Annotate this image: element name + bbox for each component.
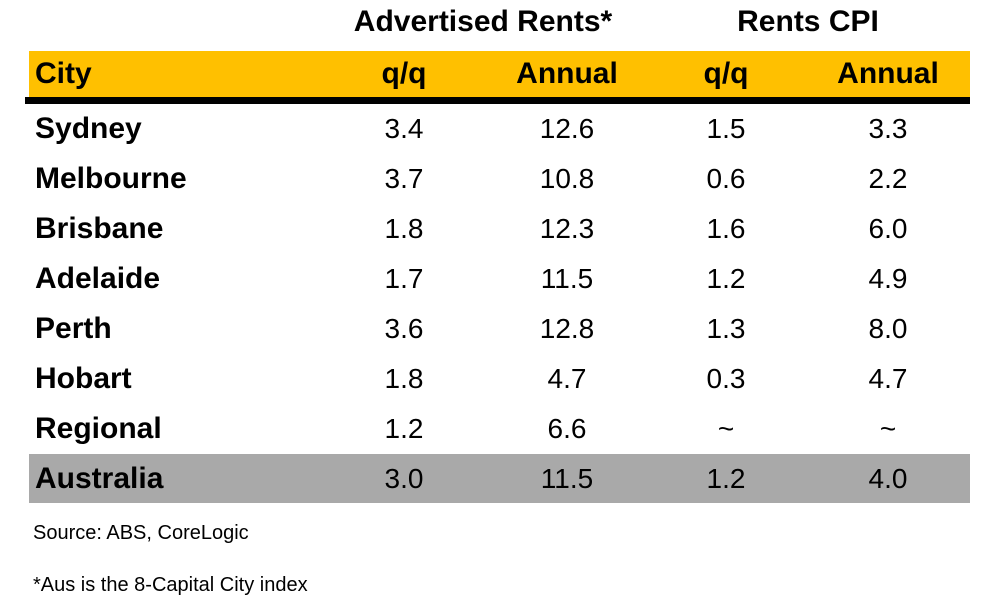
city-cell: Adelaide [35, 262, 161, 296]
cpi-qq-cell: 1.3 [706, 313, 746, 345]
table-row-sydney: Sydney 3.4 12.6 1.5 3.3 [29, 104, 970, 154]
adv-annual-cell: 4.7 [547, 363, 587, 395]
column-header-cpi-annual: Annual [837, 57, 939, 91]
column-header-adv-annual: Annual [516, 57, 618, 91]
city-cell: Australia [35, 461, 164, 495]
cpi-qq-cell: 1.6 [706, 213, 746, 245]
cpi-annual-cell: ~ [879, 413, 897, 445]
table-row-hobart: Hobart 1.8 4.7 0.3 4.7 [29, 354, 970, 404]
cpi-qq-cell: 0.6 [706, 163, 746, 195]
cpi-annual-cell: 8.0 [868, 313, 908, 345]
group-header-spacer [29, 22, 320, 30]
column-header-city: City [35, 57, 92, 91]
cpi-annual-cell: 4.9 [868, 263, 908, 295]
adv-annual-cell: 12.8 [539, 313, 595, 345]
source-footnote: Source: ABS, CoreLogic [33, 522, 249, 544]
adv-qq-cell: 1.2 [384, 413, 424, 445]
table-row-melbourne: Melbourne 3.7 10.8 0.6 2.2 [29, 154, 970, 204]
adv-qq-cell: 1.8 [384, 213, 424, 245]
city-cell: Sydney [35, 112, 142, 146]
cpi-qq-cell: ~ [717, 413, 735, 445]
cpi-annual-cell: 4.7 [868, 363, 908, 395]
adv-annual-cell: 11.5 [540, 462, 594, 494]
column-header-cpi-qq: q/q [703, 57, 749, 91]
column-header-row: City q/q Annual q/q Annual [29, 51, 970, 97]
city-cell: Perth [35, 312, 112, 346]
header-divider-rule [25, 97, 970, 104]
cpi-qq-cell: 1.5 [706, 113, 746, 145]
adv-qq-cell: 3.6 [384, 313, 424, 345]
adv-annual-cell: 6.6 [547, 413, 587, 445]
city-cell: Brisbane [35, 212, 164, 246]
table-row-brisbane: Brisbane 1.8 12.3 1.6 6.0 [29, 204, 970, 254]
table-row-adelaide: Adelaide 1.7 11.5 1.2 4.9 [29, 254, 970, 304]
table-row-perth: Perth 3.6 12.8 1.3 8.0 [29, 304, 970, 354]
adv-annual-cell: 11.5 [540, 263, 594, 295]
cpi-annual-cell: 3.3 [868, 113, 908, 145]
cpi-annual-cell: 6.0 [868, 213, 908, 245]
cpi-qq-cell: 1.2 [706, 462, 746, 494]
table-row-regional: Regional 1.2 6.6 ~ ~ [29, 404, 970, 454]
group-header-advertised-rents: Advertised Rents* [353, 4, 613, 38]
group-header-row: Advertised Rents* Rents CPI [29, 0, 970, 51]
cpi-qq-cell: 1.2 [706, 263, 746, 295]
adv-annual-cell: 10.8 [539, 163, 595, 195]
adv-qq-cell: 1.8 [384, 363, 424, 395]
group-header-rents-cpi: Rents CPI [737, 4, 879, 38]
cpi-qq-cell: 0.3 [706, 363, 746, 395]
column-header-adv-qq: q/q [381, 57, 427, 91]
adv-qq-cell: 1.7 [384, 263, 424, 295]
adv-qq-cell: 3.0 [384, 462, 424, 494]
city-cell: Melbourne [35, 162, 187, 196]
city-cell: Hobart [35, 362, 132, 396]
city-cell: Regional [35, 412, 162, 446]
adv-annual-cell: 12.3 [539, 213, 595, 245]
table-row-australia-total: Australia 3.0 11.5 1.2 4.0 [29, 454, 970, 503]
cpi-annual-cell: 4.0 [868, 462, 908, 494]
adv-qq-cell: 3.7 [384, 163, 424, 195]
index-footnote: *Aus is the 8-Capital City index [33, 574, 308, 596]
adv-qq-cell: 3.4 [384, 113, 424, 145]
adv-annual-cell: 12.6 [539, 113, 595, 145]
cpi-annual-cell: 2.2 [868, 163, 908, 195]
